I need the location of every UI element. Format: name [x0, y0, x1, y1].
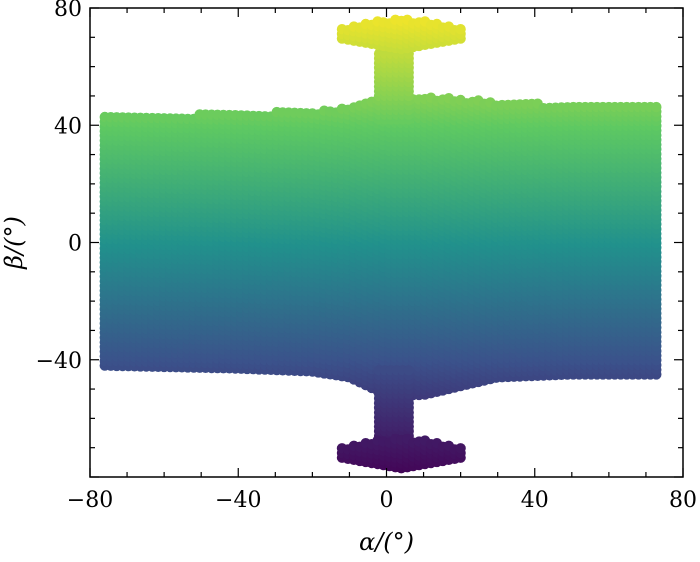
- data-points: [99, 14, 662, 474]
